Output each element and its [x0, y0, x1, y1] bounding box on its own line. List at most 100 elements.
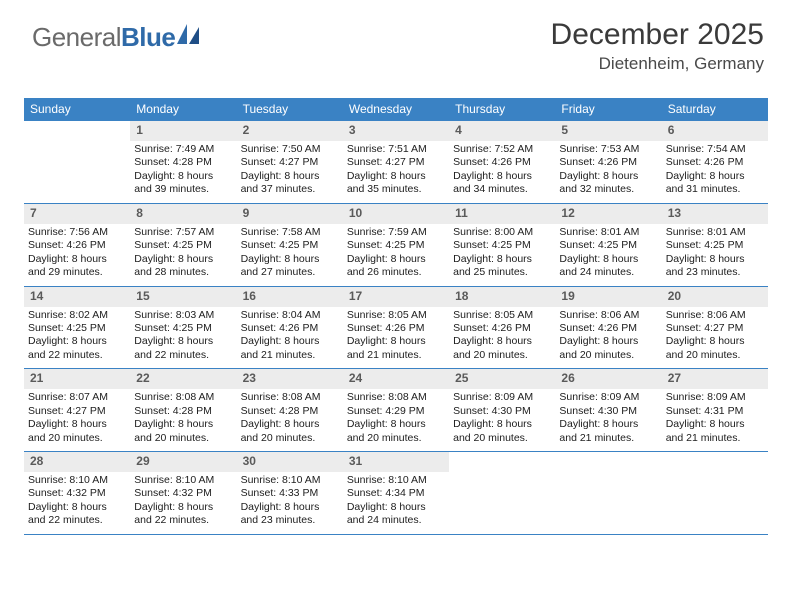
day-daylight1: Daylight: 8 hours	[241, 170, 339, 183]
day-cell: 31Sunrise: 8:10 AMSunset: 4:34 PMDayligh…	[343, 452, 449, 534]
day-number: 18	[449, 287, 555, 307]
day-info: Sunrise: 8:07 AMSunset: 4:27 PMDaylight:…	[28, 391, 126, 445]
day-sunrise: Sunrise: 8:06 AM	[666, 309, 764, 322]
day-sunset: Sunset: 4:26 PM	[347, 322, 445, 335]
day-info: Sunrise: 8:01 AMSunset: 4:25 PMDaylight:…	[666, 226, 764, 280]
day-daylight1: Daylight: 8 hours	[453, 418, 551, 431]
day-sunrise: Sunrise: 8:08 AM	[134, 391, 232, 404]
day-daylight1: Daylight: 8 hours	[666, 418, 764, 431]
weekday-header-row: Sunday Monday Tuesday Wednesday Thursday…	[24, 98, 768, 121]
day-sunrise: Sunrise: 7:56 AM	[28, 226, 126, 239]
day-cell: 26Sunrise: 8:09 AMSunset: 4:30 PMDayligh…	[555, 369, 661, 451]
day-daylight1: Daylight: 8 hours	[453, 170, 551, 183]
day-daylight2: and 24 minutes.	[559, 266, 657, 279]
day-cell	[662, 452, 768, 534]
day-sunset: Sunset: 4:34 PM	[347, 487, 445, 500]
day-info: Sunrise: 7:51 AMSunset: 4:27 PMDaylight:…	[347, 143, 445, 197]
day-daylight2: and 22 minutes.	[134, 349, 232, 362]
day-info: Sunrise: 8:02 AMSunset: 4:25 PMDaylight:…	[28, 309, 126, 363]
day-cell: 3Sunrise: 7:51 AMSunset: 4:27 PMDaylight…	[343, 121, 449, 203]
day-info: Sunrise: 8:10 AMSunset: 4:32 PMDaylight:…	[134, 474, 232, 528]
weekday-header: Thursday	[449, 98, 555, 121]
day-info: Sunrise: 8:00 AMSunset: 4:25 PMDaylight:…	[453, 226, 551, 280]
day-number: 1	[130, 121, 236, 141]
day-number: 14	[24, 287, 130, 307]
day-info: Sunrise: 8:10 AMSunset: 4:34 PMDaylight:…	[347, 474, 445, 528]
day-daylight1: Daylight: 8 hours	[241, 253, 339, 266]
day-cell: 1Sunrise: 7:49 AMSunset: 4:28 PMDaylight…	[130, 121, 236, 203]
day-sunset: Sunset: 4:27 PM	[241, 156, 339, 169]
day-cell: 14Sunrise: 8:02 AMSunset: 4:25 PMDayligh…	[24, 287, 130, 369]
day-daylight2: and 22 minutes.	[28, 514, 126, 527]
day-daylight1: Daylight: 8 hours	[134, 253, 232, 266]
day-sunrise: Sunrise: 8:07 AM	[28, 391, 126, 404]
day-sunset: Sunset: 4:32 PM	[28, 487, 126, 500]
day-sunrise: Sunrise: 8:10 AM	[241, 474, 339, 487]
day-sunset: Sunset: 4:28 PM	[134, 156, 232, 169]
day-sunset: Sunset: 4:26 PM	[559, 322, 657, 335]
calendar-page: GeneralBlue December 2025 Dietenheim, Ge…	[0, 0, 792, 612]
day-info: Sunrise: 8:10 AMSunset: 4:32 PMDaylight:…	[28, 474, 126, 528]
day-cell: 4Sunrise: 7:52 AMSunset: 4:26 PMDaylight…	[449, 121, 555, 203]
day-number: 11	[449, 204, 555, 224]
brand-text: GeneralBlue	[32, 22, 175, 53]
day-number: 9	[237, 204, 343, 224]
day-sunset: Sunset: 4:27 PM	[28, 405, 126, 418]
day-number: 8	[130, 204, 236, 224]
day-daylight2: and 20 minutes.	[241, 432, 339, 445]
day-sunset: Sunset: 4:26 PM	[453, 156, 551, 169]
day-number: 31	[343, 452, 449, 472]
day-daylight1: Daylight: 8 hours	[453, 335, 551, 348]
day-cell: 7Sunrise: 7:56 AMSunset: 4:26 PMDaylight…	[24, 204, 130, 286]
day-info: Sunrise: 7:56 AMSunset: 4:26 PMDaylight:…	[28, 226, 126, 280]
weekday-header: Monday	[130, 98, 236, 121]
day-daylight2: and 22 minutes.	[28, 349, 126, 362]
day-daylight1: Daylight: 8 hours	[134, 501, 232, 514]
day-daylight2: and 21 minutes.	[241, 349, 339, 362]
day-sunrise: Sunrise: 8:04 AM	[241, 309, 339, 322]
day-number: 21	[24, 369, 130, 389]
day-daylight1: Daylight: 8 hours	[347, 335, 445, 348]
day-daylight2: and 39 minutes.	[134, 183, 232, 196]
day-sunrise: Sunrise: 7:58 AM	[241, 226, 339, 239]
day-daylight1: Daylight: 8 hours	[28, 501, 126, 514]
day-sunrise: Sunrise: 7:50 AM	[241, 143, 339, 156]
day-daylight1: Daylight: 8 hours	[559, 418, 657, 431]
day-cell: 11Sunrise: 8:00 AMSunset: 4:25 PMDayligh…	[449, 204, 555, 286]
day-daylight2: and 34 minutes.	[453, 183, 551, 196]
week-row: 28Sunrise: 8:10 AMSunset: 4:32 PMDayligh…	[24, 452, 768, 535]
day-info: Sunrise: 8:03 AMSunset: 4:25 PMDaylight:…	[134, 309, 232, 363]
day-daylight2: and 20 minutes.	[559, 349, 657, 362]
day-sunset: Sunset: 4:25 PM	[134, 322, 232, 335]
day-sunset: Sunset: 4:25 PM	[559, 239, 657, 252]
day-number: 10	[343, 204, 449, 224]
day-sunrise: Sunrise: 8:06 AM	[559, 309, 657, 322]
day-sunrise: Sunrise: 7:52 AM	[453, 143, 551, 156]
day-sunrise: Sunrise: 7:49 AM	[134, 143, 232, 156]
weekday-header: Sunday	[24, 98, 130, 121]
week-row: 7Sunrise: 7:56 AMSunset: 4:26 PMDaylight…	[24, 204, 768, 287]
day-daylight1: Daylight: 8 hours	[559, 335, 657, 348]
day-daylight2: and 23 minutes.	[241, 514, 339, 527]
day-daylight2: and 28 minutes.	[134, 266, 232, 279]
day-cell	[555, 452, 661, 534]
day-daylight2: and 20 minutes.	[666, 349, 764, 362]
page-title: December 2025	[551, 18, 764, 52]
day-number: 27	[662, 369, 768, 389]
weekday-header: Friday	[555, 98, 661, 121]
day-daylight2: and 20 minutes.	[453, 349, 551, 362]
day-daylight2: and 26 minutes.	[347, 266, 445, 279]
brand-logo: GeneralBlue	[32, 22, 201, 53]
day-cell: 28Sunrise: 8:10 AMSunset: 4:32 PMDayligh…	[24, 452, 130, 534]
day-cell: 12Sunrise: 8:01 AMSunset: 4:25 PMDayligh…	[555, 204, 661, 286]
day-cell: 27Sunrise: 8:09 AMSunset: 4:31 PMDayligh…	[662, 369, 768, 451]
day-daylight2: and 20 minutes.	[347, 432, 445, 445]
day-sunset: Sunset: 4:28 PM	[134, 405, 232, 418]
day-cell: 23Sunrise: 8:08 AMSunset: 4:28 PMDayligh…	[237, 369, 343, 451]
day-daylight1: Daylight: 8 hours	[28, 418, 126, 431]
day-number: 28	[24, 452, 130, 472]
day-cell	[449, 452, 555, 534]
day-cell: 2Sunrise: 7:50 AMSunset: 4:27 PMDaylight…	[237, 121, 343, 203]
week-row: 14Sunrise: 8:02 AMSunset: 4:25 PMDayligh…	[24, 287, 768, 370]
day-daylight1: Daylight: 8 hours	[666, 335, 764, 348]
